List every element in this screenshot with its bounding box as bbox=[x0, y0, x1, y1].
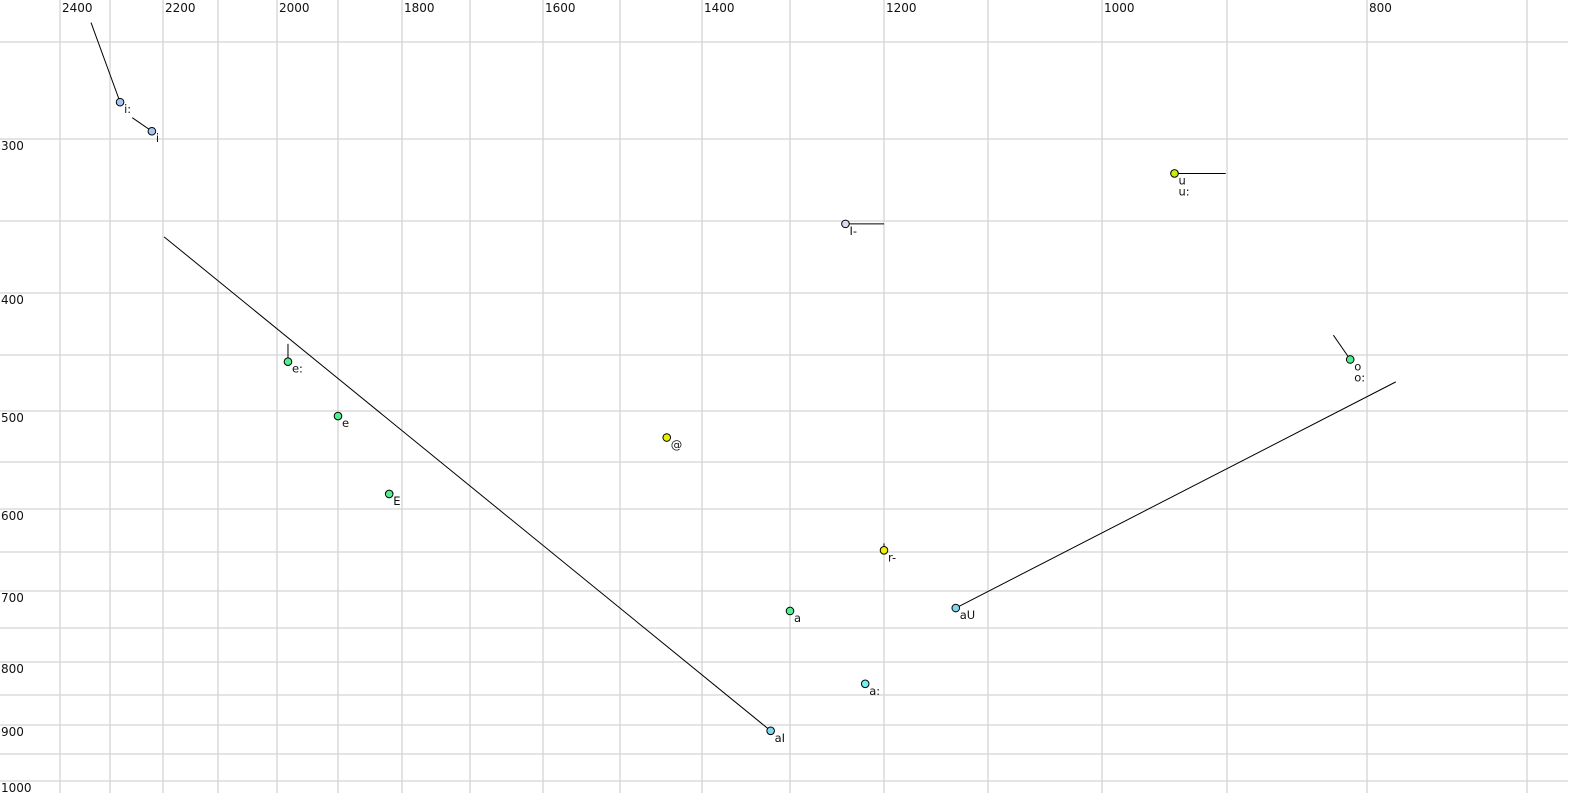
vowel-label: u: bbox=[1179, 184, 1190, 198]
vowel-point bbox=[951, 603, 961, 613]
y-tick-label: 900 bbox=[1, 725, 24, 739]
vowel-point-group: e: bbox=[283, 343, 303, 376]
vowel-point-group: r- bbox=[879, 543, 896, 564]
formant-trajectory bbox=[90, 22, 121, 103]
formant-trajectory bbox=[1332, 334, 1351, 360]
vowel-label: aI bbox=[775, 731, 785, 745]
vowel-point-group: a bbox=[785, 606, 801, 625]
vowel-label: I- bbox=[849, 224, 857, 238]
vowel-label: r- bbox=[888, 550, 896, 564]
vowel-label: i: bbox=[124, 102, 131, 116]
x-tick-label: 1000 bbox=[1104, 1, 1135, 15]
x-tick-label: 1600 bbox=[545, 1, 576, 15]
x-tick-label: 800 bbox=[1369, 1, 1392, 15]
vowel-label: @ bbox=[671, 438, 683, 452]
vowel-point-group: aI bbox=[163, 236, 785, 745]
vowel-label: aU bbox=[960, 608, 975, 622]
vowel-label: i bbox=[156, 131, 159, 145]
vowel-label: e bbox=[342, 416, 349, 430]
vowel-point bbox=[283, 357, 293, 367]
vowel-label: o: bbox=[1354, 370, 1365, 384]
x-tick-label: 1800 bbox=[404, 1, 435, 15]
vowel-point bbox=[766, 726, 775, 736]
vowel-label: E bbox=[393, 494, 400, 508]
vowel-point bbox=[384, 489, 394, 499]
y-tick-label: 500 bbox=[1, 411, 24, 425]
vowel-point bbox=[1345, 355, 1355, 364]
x-tick-label: 1400 bbox=[704, 1, 735, 15]
formant-trajectory bbox=[955, 381, 1397, 609]
y-tick-label: 400 bbox=[1, 293, 24, 307]
vowel-label: a bbox=[794, 611, 801, 625]
vowel-point-group: I- bbox=[841, 219, 884, 238]
vowel-point-group: a: bbox=[860, 679, 880, 698]
vowel-point-group: E bbox=[384, 489, 400, 508]
vowel-point-group: oo: bbox=[1332, 334, 1365, 384]
vowel-label: a: bbox=[869, 684, 880, 698]
vowel-point-group: aU bbox=[951, 381, 1397, 622]
x-tick-label: 1200 bbox=[886, 1, 917, 15]
vowel-point bbox=[879, 545, 889, 555]
y-tick-label: 1000 bbox=[1, 781, 32, 795]
vowel-label: o bbox=[1354, 359, 1361, 373]
vowel-point bbox=[662, 433, 672, 442]
vowel-point-group: e bbox=[333, 411, 349, 430]
x-tick-label: 2200 bbox=[165, 1, 196, 15]
vowel-point-group: uu: bbox=[1170, 169, 1226, 198]
vowel-point bbox=[115, 97, 125, 107]
vowel-point-group: i bbox=[131, 117, 159, 145]
vowel-label: e: bbox=[292, 362, 303, 376]
x-tick-label: 2400 bbox=[62, 1, 93, 15]
tick-labels: 2400 2200 2000 1800 1600 1400 1200 1000 800 300 40… bbox=[1, 1, 1392, 795]
vowel-point bbox=[1170, 169, 1179, 178]
data-points: i: i uu: I-oo: e: e E @ r-a aU a: aI bbox=[90, 22, 1397, 745]
vowel-point-group: @ bbox=[662, 433, 683, 452]
y-tick-label: 700 bbox=[1, 591, 24, 605]
vowel-point bbox=[841, 219, 850, 229]
vowel-point-group: i: bbox=[90, 22, 131, 116]
vowel-point bbox=[147, 126, 157, 136]
vowel-point bbox=[333, 411, 343, 421]
y-tick-label: 800 bbox=[1, 662, 24, 676]
x-tick-label: 2000 bbox=[279, 1, 310, 15]
y-tick-label: 300 bbox=[1, 139, 24, 153]
y-tick-label: 600 bbox=[1, 509, 24, 523]
formant-trajectory bbox=[163, 236, 771, 732]
vowel-point bbox=[860, 679, 870, 689]
vowel-label: u bbox=[1179, 173, 1186, 187]
vowel-point bbox=[785, 606, 795, 616]
